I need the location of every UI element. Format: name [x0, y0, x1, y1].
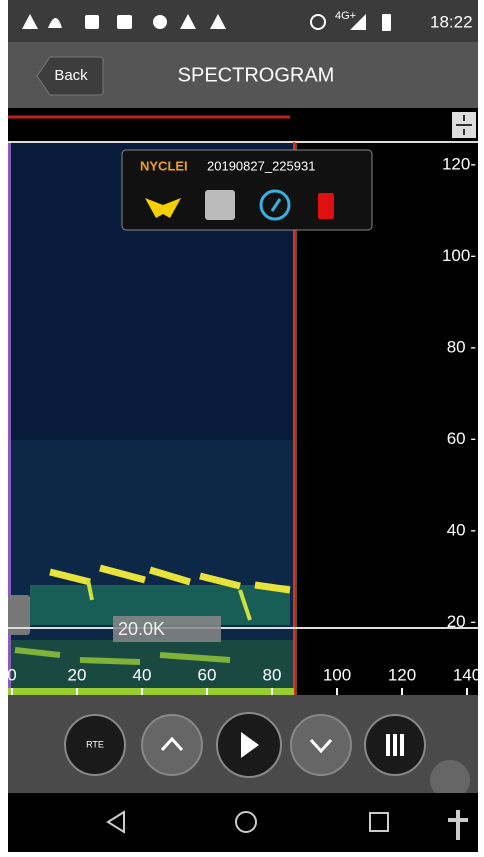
nav-back[interactable] — [106, 810, 125, 834]
down-icon — [309, 738, 333, 754]
y-axis-label: 60 - — [447, 429, 476, 448]
x-axis-label: 40 — [133, 665, 152, 684]
x-axis-label: 120 — [388, 665, 416, 684]
clock: 18:22 — [430, 12, 473, 31]
rte-label[interactable]: RTE — [86, 739, 104, 749]
x-axis-label: 20 — [68, 665, 87, 684]
side-handle[interactable] — [8, 595, 30, 635]
compass-icon[interactable] — [259, 189, 291, 221]
timeline-bar — [8, 688, 294, 695]
rte-button[interactable] — [64, 714, 126, 776]
nav-home[interactable] — [235, 811, 257, 833]
x-axis-label: 140 — [453, 665, 481, 684]
left-edge — [8, 142, 11, 688]
bat-icon[interactable] — [145, 198, 181, 218]
y-axis-label: 40 - — [447, 520, 476, 539]
notes-icon[interactable] — [205, 190, 235, 220]
up-button[interactable] — [141, 714, 203, 776]
down-button[interactable] — [290, 714, 352, 776]
y-axis-label: 80 - — [447, 337, 476, 356]
screen-title: SPECTROGRAM — [178, 64, 335, 86]
x-axis-label: 60 — [198, 665, 217, 684]
accessibility[interactable] — [448, 810, 468, 840]
back-label[interactable]: Back — [54, 67, 88, 84]
x-axis-label: 100 — [323, 665, 351, 684]
network: 4G+ — [335, 10, 356, 22]
species: NYCLEI — [140, 158, 188, 173]
x-axis-label: 0 — [7, 665, 16, 684]
x-axis-label: 80 — [263, 665, 282, 684]
threshold-label: 20.0K — [118, 619, 165, 639]
filename: 20190827_225931 — [207, 158, 315, 173]
y-axis-label: 20 - — [447, 612, 476, 631]
delete-icon[interactable] — [318, 193, 334, 219]
threshold-box — [113, 616, 221, 642]
up-icon — [160, 736, 184, 752]
y-axis-label: 120- — [442, 154, 476, 173]
play-icon — [241, 732, 259, 758]
popup — [121, 149, 373, 231]
call-traces — [8, 564, 294, 688]
settings-button[interactable] — [430, 760, 470, 800]
back-button[interactable]: Back — [36, 56, 104, 96]
zoom-icon — [456, 115, 472, 135]
nav-recents[interactable] — [369, 812, 389, 832]
noise-band — [8, 440, 294, 688]
compass-needle — [270, 198, 282, 212]
y-axis-label: 100- — [442, 246, 476, 265]
status-icons — [22, 14, 391, 31]
menu-icon — [386, 734, 404, 756]
nav-bar — [8, 793, 478, 852]
status-bar — [8, 0, 478, 42]
